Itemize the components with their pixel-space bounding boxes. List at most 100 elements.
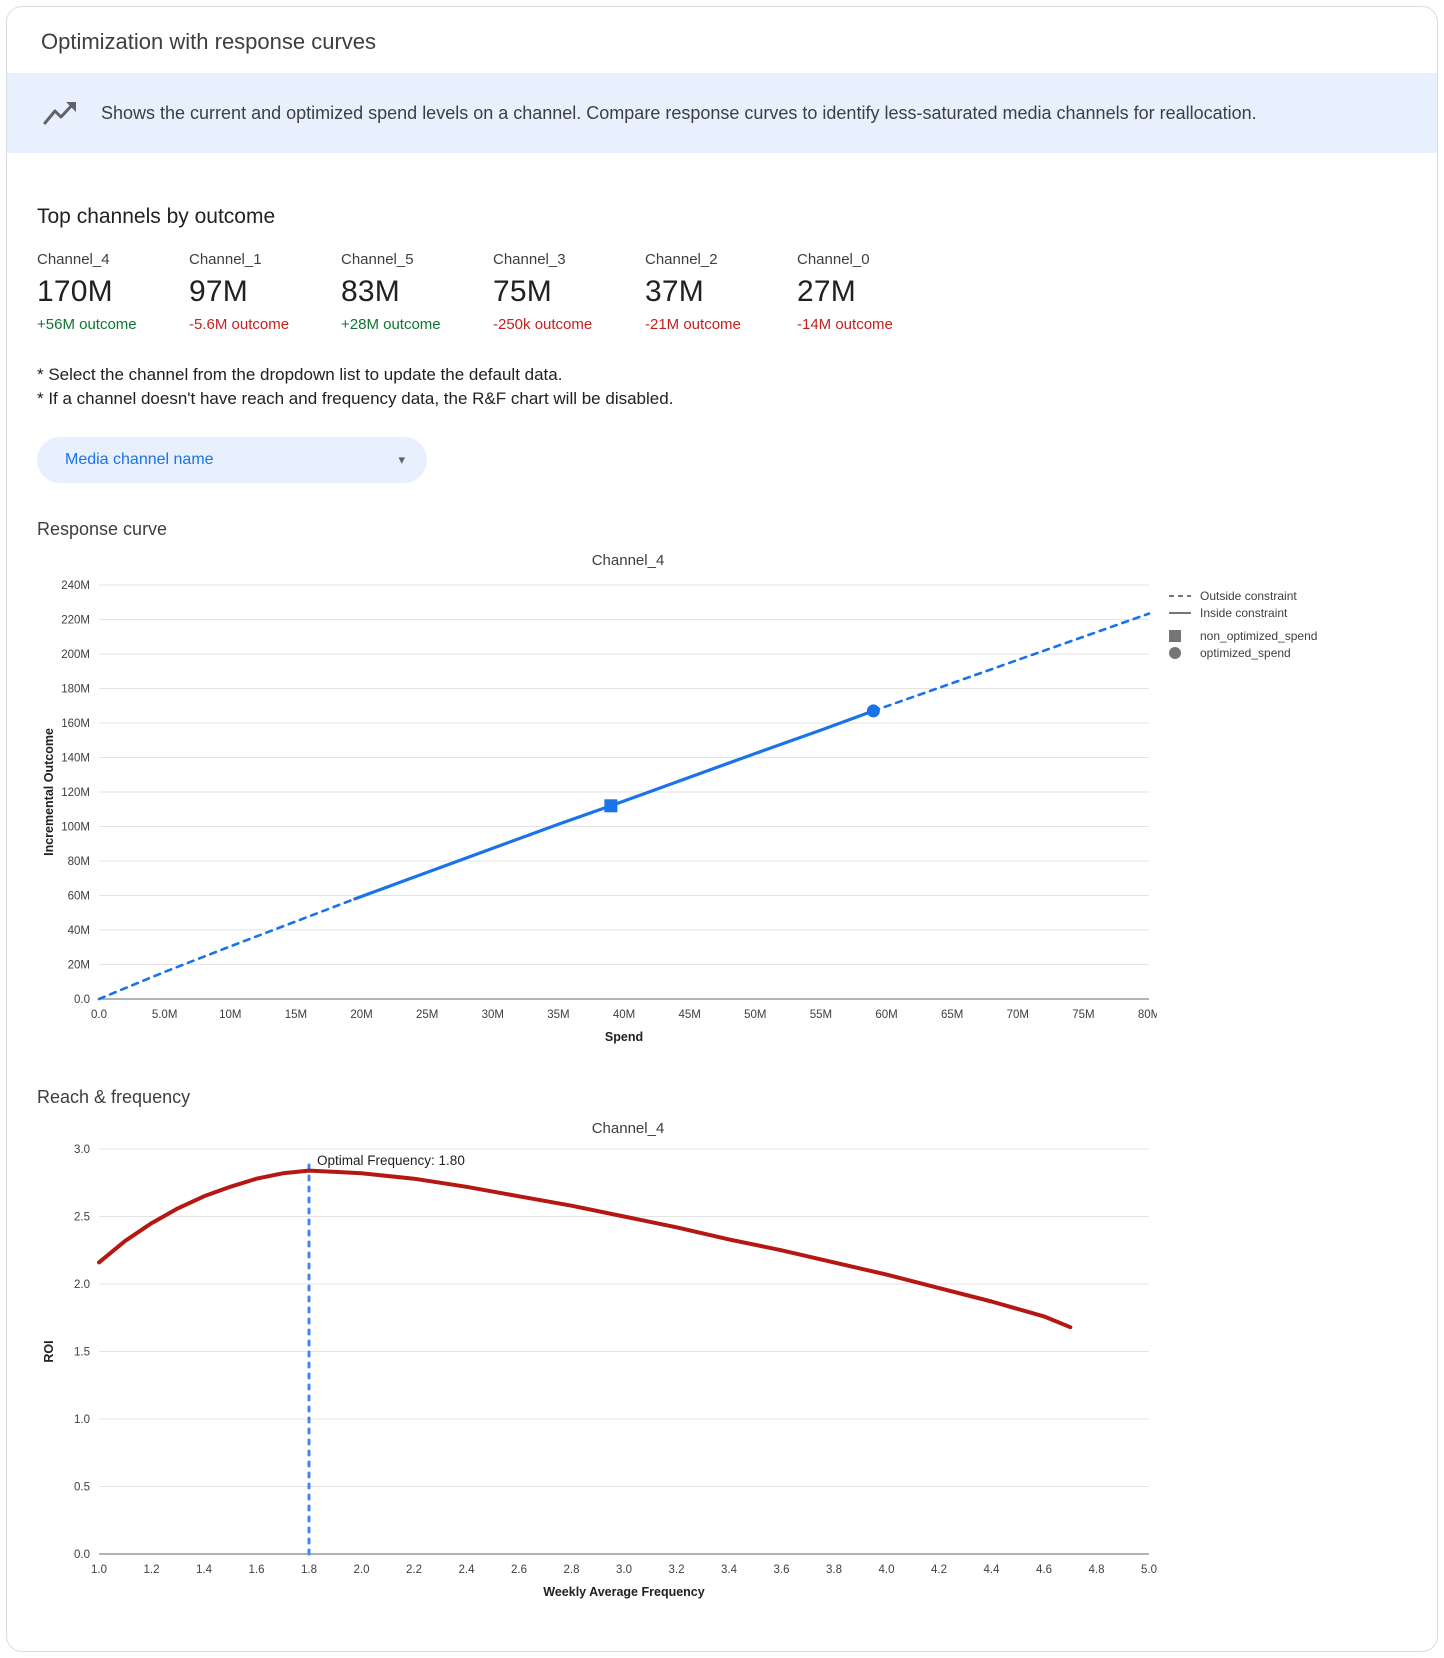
reach-frequency-heading: Reach & frequency	[37, 1086, 191, 1107]
svg-text:3.6: 3.6	[774, 1564, 790, 1576]
svg-text:25M: 25M	[416, 1009, 438, 1021]
svg-text:0.5: 0.5	[74, 1481, 90, 1493]
svg-text:3.4: 3.4	[721, 1564, 738, 1576]
svg-text:40M: 40M	[68, 925, 90, 937]
channel-outcome-total: 37M	[645, 275, 704, 308]
svg-text:Incremental Outcome: Incremental Outcome	[42, 728, 56, 856]
svg-text:1.4: 1.4	[196, 1564, 213, 1576]
channel-card: Channel_0 27M -14M outcome	[797, 251, 949, 333]
legend-item[interactable]: Outside constraint	[1167, 589, 1397, 603]
svg-text:80M: 80M	[68, 856, 90, 868]
app-window: Optimization with response curves Shows …	[6, 6, 1438, 1652]
svg-text:3.0: 3.0	[74, 1144, 90, 1156]
svg-text:60M: 60M	[875, 1009, 897, 1021]
svg-text:3.0: 3.0	[616, 1564, 632, 1576]
legend-label: Outside constraint	[1200, 588, 1297, 603]
channel-name: Channel_3	[493, 251, 566, 268]
svg-text:4.4: 4.4	[984, 1564, 1001, 1576]
svg-text:65M: 65M	[941, 1009, 963, 1021]
channel-name: Channel_0	[797, 251, 870, 268]
svg-text:2.4: 2.4	[459, 1564, 476, 1576]
svg-text:0.0: 0.0	[74, 994, 90, 1006]
svg-text:20M: 20M	[350, 1009, 372, 1021]
media-channel-dropdown[interactable]: Media channel name ▾	[37, 436, 427, 483]
svg-text:2.6: 2.6	[511, 1564, 527, 1576]
usage-notes: * Select the channel from the dropdown l…	[37, 363, 1403, 411]
channel-name: Channel_4	[37, 251, 110, 268]
channel-card: Channel_5 83M +28M outcome	[341, 251, 493, 333]
svg-text:2.0: 2.0	[74, 1279, 90, 1291]
top-channels-heading: Top channels by outcome	[37, 205, 276, 228]
svg-text:100M: 100M	[61, 821, 90, 833]
svg-text:30M: 30M	[482, 1009, 504, 1021]
svg-text:240M: 240M	[61, 580, 90, 592]
channel-outcome-total: 27M	[797, 275, 856, 308]
svg-text:1.0: 1.0	[91, 1564, 107, 1576]
svg-text:35M: 35M	[547, 1009, 569, 1021]
main-content: Top channels by outcome Channel_4 170M +56…	[7, 205, 1437, 1651]
channel-outcome-total: 83M	[341, 275, 400, 308]
svg-text:1.0: 1.0	[74, 1414, 90, 1426]
svg-text:0.0: 0.0	[91, 1009, 107, 1021]
svg-text:50M: 50M	[744, 1009, 766, 1021]
channel-outcome-total: 75M	[493, 275, 552, 308]
svg-text:200M: 200M	[61, 649, 90, 661]
svg-text:40M: 40M	[613, 1009, 635, 1021]
svg-text:80M: 80M	[1138, 1009, 1157, 1021]
channel-outcome-delta: -21M outcome	[645, 316, 741, 333]
svg-text:2.0: 2.0	[354, 1564, 370, 1576]
svg-text:Spend: Spend	[605, 1030, 643, 1044]
svg-text:3.2: 3.2	[669, 1564, 685, 1576]
legend-label: Inside constraint	[1200, 605, 1288, 620]
svg-text:120M: 120M	[61, 787, 90, 799]
svg-text:2.5: 2.5	[74, 1211, 90, 1223]
note-rf: * If a channel doesn't have reach and fr…	[37, 388, 674, 408]
svg-text:0.0: 0.0	[74, 1549, 90, 1561]
svg-text:4.0: 4.0	[879, 1564, 895, 1576]
channel-outcome-total: 170M	[37, 275, 113, 308]
svg-text:1.2: 1.2	[144, 1564, 160, 1576]
dropdown-value: Media channel name	[65, 450, 214, 468]
channel-name: Channel_5	[341, 251, 414, 268]
legend-label: non_optimized_spend	[1200, 628, 1318, 643]
svg-text:75M: 75M	[1072, 1009, 1094, 1021]
channel-card: Channel_2 37M -21M outcome	[645, 251, 797, 333]
note-dropdown: * Select the channel from the dropdown l…	[37, 365, 563, 384]
svg-text:55M: 55M	[810, 1009, 832, 1021]
channel-outcome-delta: +56M outcome	[37, 316, 137, 333]
svg-text:4.2: 4.2	[931, 1564, 947, 1576]
channel-name: Channel_1	[189, 251, 262, 268]
svg-text:5.0: 5.0	[1141, 1564, 1157, 1576]
svg-text:4.8: 4.8	[1089, 1564, 1105, 1576]
svg-text:ROI: ROI	[42, 1340, 56, 1362]
response-curve-chart[interactable]: 0.0 5.0M 10M 15M 20M 25M 30M 35M 40M 45M 50M 55M 60M…	[37, 573, 1157, 1051]
info-banner: Shows the current and optimized spend le…	[7, 73, 1437, 153]
reach-frequency-chart[interactable]: 1.0 1.2 1.4 1.6 1.8 2.0 2.2 2.4 2.6 2.8 3.0 3.2 3.4 3…	[37, 1141, 1157, 1606]
banner-text: Shows the current and optimized spend le…	[101, 102, 1257, 123]
svg-text:1.5: 1.5	[74, 1346, 90, 1358]
rf-chart-title: Channel_4	[591, 1119, 665, 1137]
channel-outcome-total: 97M	[189, 275, 248, 308]
svg-text:Optimal Frequency: 1.80: Optimal Frequency: 1.80	[317, 1153, 465, 1168]
channel-outcome-delta: -14M outcome	[797, 316, 893, 333]
legend-item[interactable]: optimized_spend	[1167, 646, 1397, 660]
svg-text:Weekly Average Frequency: Weekly Average Frequency	[543, 1585, 704, 1599]
response-chart-title: Channel_4	[591, 551, 665, 569]
chart-legend: Outside constraint Inside constraint non_o…	[1167, 589, 1397, 663]
reach-frequency-block: Channel_4 1.0 1.2 1.4 1.6 1.8 2.0 2.2 2.4 2.6 2.8…	[37, 1120, 1403, 1611]
svg-text:2.2: 2.2	[406, 1564, 422, 1576]
channel-outcome-delta: -250k outcome	[493, 316, 593, 333]
svg-text:45M: 45M	[678, 1009, 700, 1021]
svg-text:140M: 140M	[61, 752, 90, 764]
legend-item[interactable]: Inside constraint	[1167, 606, 1397, 620]
legend-item[interactable]: non_optimized_spend	[1167, 629, 1397, 643]
svg-text:2.8: 2.8	[564, 1564, 580, 1576]
channel-outcome-delta: -5.6M outcome	[189, 316, 290, 333]
trending-up-icon	[41, 97, 81, 129]
svg-text:1.8: 1.8	[301, 1564, 317, 1576]
channel-card: Channel_4 170M +56M outcome	[37, 251, 189, 333]
channel-card: Channel_3 75M -250k outcome	[493, 251, 645, 333]
legend-label: optimized_spend	[1200, 645, 1291, 660]
channel-card: Channel_1 97M -5.6M outcome	[189, 251, 341, 333]
response-curve-block: Channel_4 0.0 5.0M 10M 15M 20M 25M 30M 35M 40M 45…	[37, 552, 1403, 1051]
